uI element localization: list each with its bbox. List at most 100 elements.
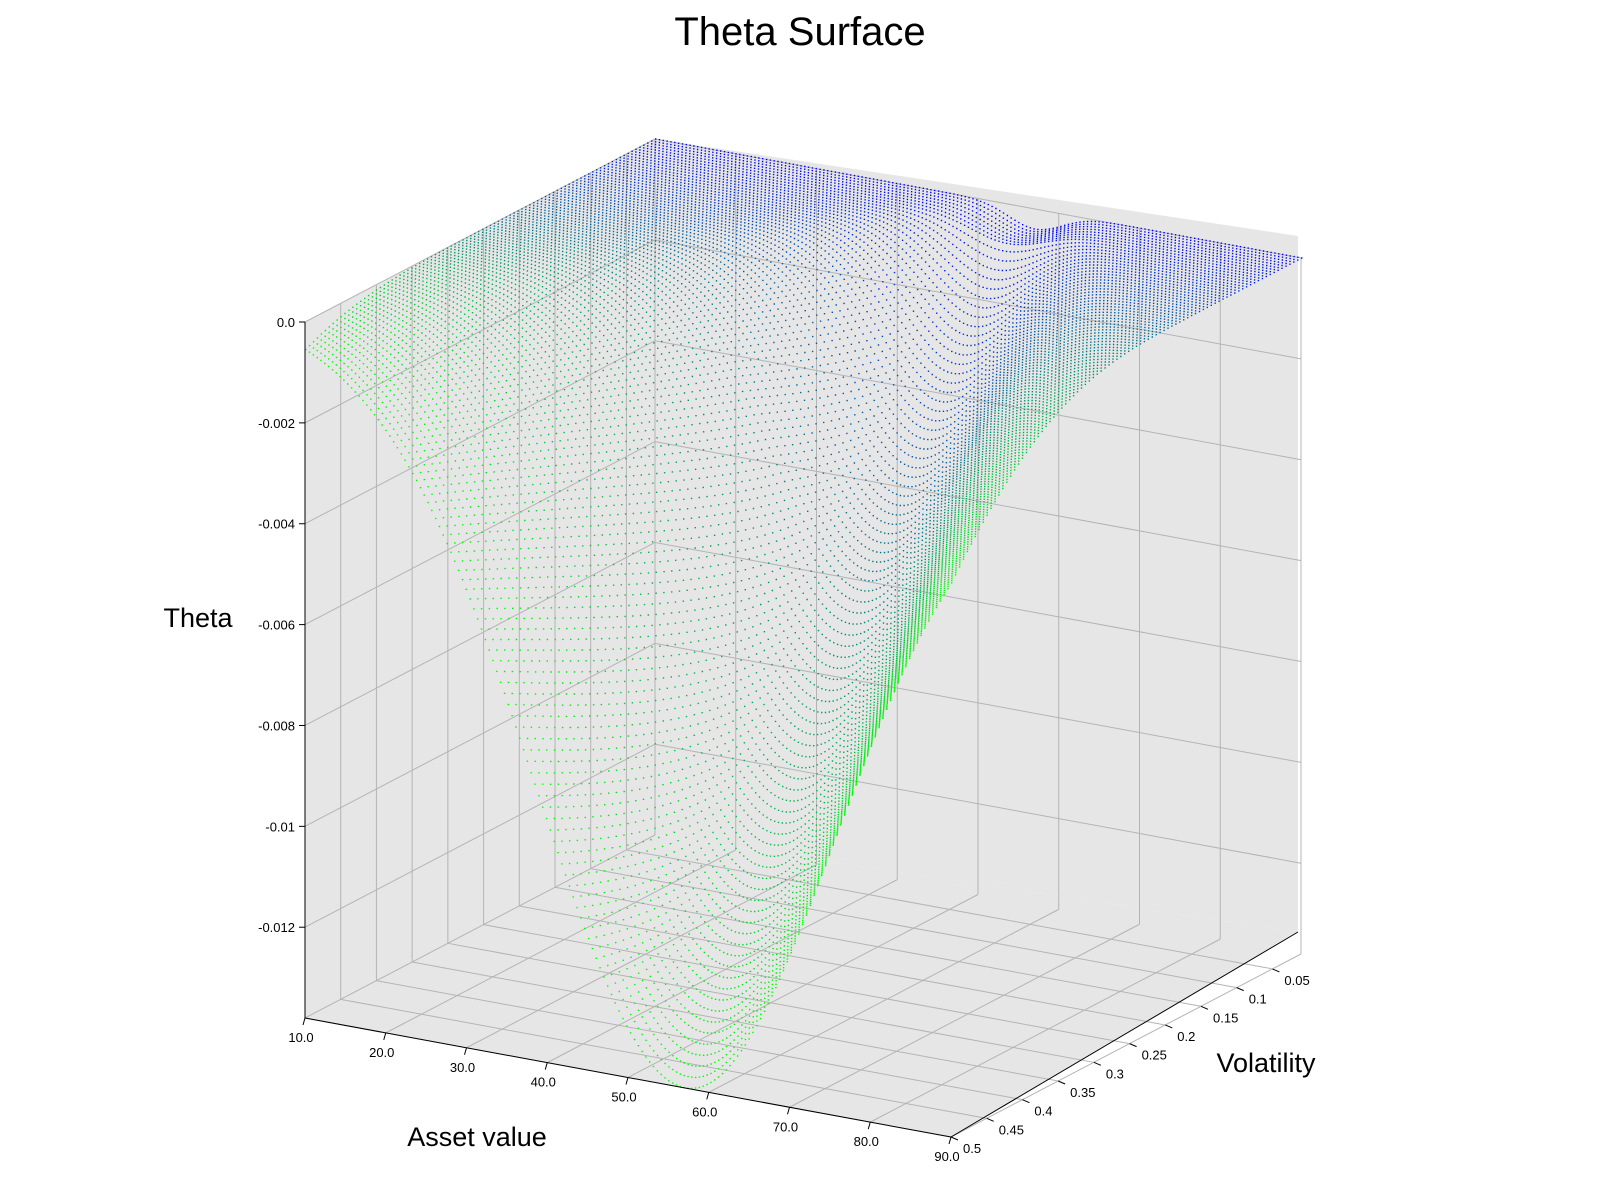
y-tick-label: 0.05 [1284,973,1309,988]
surface-point-row [478,230,1126,603]
y-tick-label: 0.25 [1142,1048,1167,1063]
surface-point-row [592,171,1240,328]
surface-point-row [560,187,1208,403]
floor-grid-line-volatility [412,961,1059,1082]
back-wall-grid-line-theta [654,743,1302,864]
surface-point-row [651,140,1299,261]
back-wall-grid-line-theta [654,239,1302,360]
z-tick-label: -0.002 [258,416,295,431]
floor-grid-line-volatility [340,998,987,1119]
surface-point-row [509,214,1157,525]
surface-point-row [603,165,1252,300]
x-tick-mark [948,1136,952,1145]
surface-point-row [655,138,1303,259]
surface-point-row [497,220,1146,554]
surface-point-row [489,224,1138,573]
surface-point-row [623,154,1271,276]
floor-grid-line-volatility [626,849,1273,970]
surface-point-row [548,193,1197,431]
surface-point-row [647,142,1295,263]
z-tick-label: -0.012 [258,920,295,935]
surface-point-row [611,160,1260,282]
surface-point-row [572,181,1220,375]
x-tick-label: 20.0 [369,1045,394,1060]
surface-point-row [541,197,1189,450]
floor-grid-line-volatility [376,980,1023,1101]
surface-point-row [324,329,973,1034]
left-wall [305,139,655,1018]
surface-point-row [580,177,1228,356]
surface-point-row [419,262,1067,769]
surface-point-row [375,289,1024,891]
surface-point-row [391,279,1039,846]
surface-point-row [635,148,1283,269]
surface-point-row [564,185,1212,394]
surface-point-row [316,337,965,1056]
z-tick-label: -0.004 [258,517,295,532]
surface-point-row [332,322,980,1012]
y-tick-label: 0.35 [1070,1085,1095,1100]
chart-title: Theta Surface [674,10,926,54]
x-tick-label: 80.0 [854,1134,879,1149]
left-wall-grid-line-theta [304,642,656,827]
floor-grid-line-volatility [554,886,1202,1007]
surface-point-row [627,152,1275,274]
surface-point-row [568,183,1216,384]
y-tick-mark [1272,968,1280,973]
surface-point-row [615,158,1264,280]
surface-point-row [466,237,1114,636]
y-tick-mark [1165,1024,1173,1029]
left-wall-grid-line-theta [304,441,656,626]
surface-point-row [482,228,1130,592]
tick-labels: 10.0 20.0 30.0 40.0 50.0 60.0 70.0 80.0 90.0 0.05… [258,315,1310,1164]
surface-point-row [356,303,1004,946]
floor-grid-line-x [708,908,1059,1093]
surface-point-row [430,256,1079,736]
y-tick-label: 0.1 [1249,992,1267,1007]
x-tick-label: 60.0 [692,1104,717,1119]
axis-lines [299,321,1299,1145]
surface-point-row [639,146,1287,267]
x-axis-label: Asset value [407,1122,547,1152]
surface-point-row [643,144,1291,265]
surface-point-row [371,292,1020,902]
surface-point-row [454,243,1102,669]
floor-grid-line-x [870,938,1221,1123]
surface-point-row [320,333,969,1045]
surface-point-row [411,267,1059,791]
surface-point-row [446,247,1094,692]
floor-grid-line-x [385,849,736,1034]
left-wall-grid-line-theta [304,340,656,525]
surface-point-row [501,218,1149,544]
surface-point-row [493,222,1142,563]
floor-grid-line-x [466,864,817,1049]
floor-pane [305,835,1298,1137]
y-tick-mark [1057,1080,1066,1085]
y-tick-label: 0.3 [1106,1066,1124,1081]
back-wall-grid-line-theta [654,642,1302,763]
x-tick-mark [787,1107,790,1115]
surface-point-row [544,195,1193,441]
surface-point-row [360,300,1008,935]
floor-grid-line-volatility [447,942,1094,1063]
surface-point-row [462,239,1110,647]
surface-point-row [348,309,996,968]
x-tick-label: 30.0 [450,1060,475,1075]
y-axis-line [950,931,1299,1138]
y-tick-label: 0.2 [1177,1029,1195,1044]
surface-point-row [599,167,1248,309]
z-tick-label: -0.008 [258,718,295,733]
x-tick-label: 10.0 [288,1030,313,1045]
surface-point-row [485,226,1134,582]
y-tick-mark [950,1136,959,1141]
surface-point-row [517,210,1165,507]
floor-grid-line-volatility [483,924,1130,1045]
surface-point-row [458,241,1106,658]
surface-point-row [525,206,1173,488]
y-tick-label: 0.5 [963,1141,981,1156]
surface-point-row [399,274,1047,824]
y-tick-mark [986,1117,994,1122]
x-tick-mark [625,1077,629,1085]
surface-point-row [383,284,1032,868]
surface-point-row [513,212,1161,516]
